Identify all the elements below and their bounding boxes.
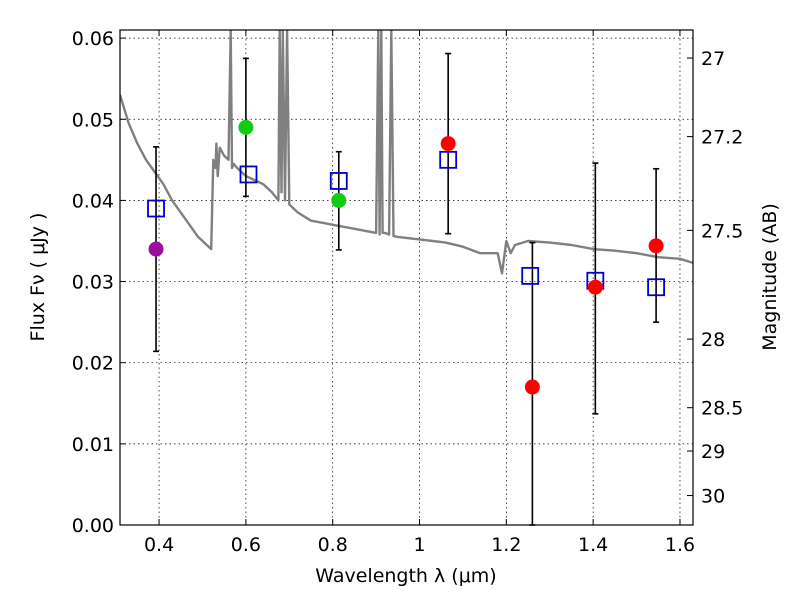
y-tick-label: 0.02 bbox=[72, 353, 114, 375]
y-tick-label: 0.00 bbox=[72, 515, 114, 537]
y2-tick-label: 28.5 bbox=[701, 398, 743, 420]
model-square-marker bbox=[329, 172, 348, 190]
y-tick-label: 0.06 bbox=[72, 28, 114, 50]
model-square-marker bbox=[647, 278, 666, 297]
x-tick-label: 1.2 bbox=[491, 534, 521, 556]
model-square-marker bbox=[239, 165, 258, 184]
x-tick-label: 1.6 bbox=[665, 534, 695, 556]
x-tick-label: 0.4 bbox=[144, 534, 174, 556]
y2-tick-label: 27 bbox=[701, 48, 725, 70]
observed-data-point bbox=[587, 279, 603, 295]
y2-tick-label: 27.5 bbox=[701, 220, 743, 242]
observed-data-point bbox=[648, 238, 664, 254]
y-tick-label: 0.01 bbox=[72, 434, 114, 456]
y-axis-title: Flux Fν ( μJy ) bbox=[27, 213, 49, 342]
plot-area bbox=[120, 30, 693, 525]
y2-tick-label: 27.2 bbox=[701, 127, 743, 149]
x-tick-label: 0.8 bbox=[318, 534, 348, 556]
observed-data-point bbox=[148, 241, 164, 257]
model-square-marker bbox=[521, 266, 540, 285]
y-tick-label: 0.04 bbox=[72, 190, 114, 212]
observed-data-point bbox=[524, 379, 540, 395]
model-square-marker bbox=[147, 199, 165, 218]
observed-data-point bbox=[440, 136, 456, 152]
y-tick-label: 0.03 bbox=[72, 272, 114, 294]
x-tick-label: 1 bbox=[413, 534, 425, 556]
y2-tick-label: 30 bbox=[701, 486, 725, 508]
spectrum-layer bbox=[120, 30, 693, 275]
x-axis-title: Wavelength λ (μm) bbox=[315, 565, 496, 587]
grid bbox=[120, 30, 693, 525]
y2-axis-title: Magnitude (AB) bbox=[759, 203, 781, 351]
x-tick-label: 1.4 bbox=[578, 534, 608, 556]
y-tick-label: 0.05 bbox=[72, 109, 114, 131]
plot-frame bbox=[119, 29, 694, 526]
y2-tick-label: 28 bbox=[701, 329, 725, 351]
model-spectrum-line bbox=[120, 30, 693, 275]
y2-tick-label: 29 bbox=[701, 441, 725, 463]
x-tick-label: 0.6 bbox=[231, 534, 261, 556]
observed-data-point bbox=[238, 119, 254, 135]
observed-data-point bbox=[331, 192, 347, 208]
model-squares bbox=[147, 150, 666, 297]
model-square-marker bbox=[439, 150, 458, 169]
ticks: 0.4 0.6 0.8 1 1.2 1.4 1.6 0.00 0.01 0.02 0.03 0.04 0… bbox=[72, 28, 744, 556]
observed-points bbox=[148, 119, 664, 395]
